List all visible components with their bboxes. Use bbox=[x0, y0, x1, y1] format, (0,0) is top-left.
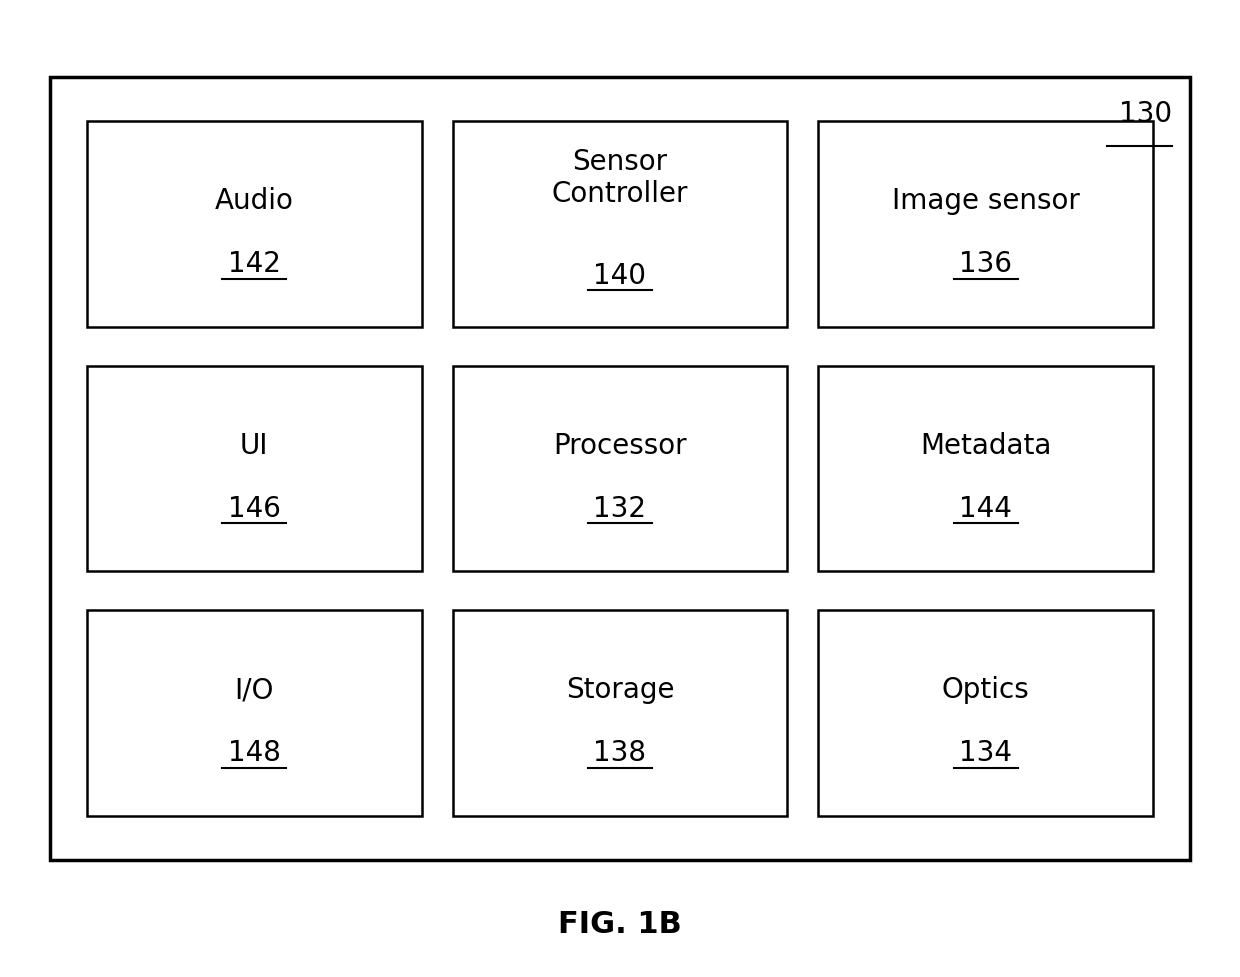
Text: 132: 132 bbox=[594, 494, 646, 523]
Text: FIG. 1B: FIG. 1B bbox=[558, 909, 682, 938]
FancyBboxPatch shape bbox=[87, 122, 422, 327]
FancyBboxPatch shape bbox=[818, 611, 1153, 816]
Text: 140: 140 bbox=[594, 262, 646, 290]
Text: I/O: I/O bbox=[234, 676, 274, 703]
FancyBboxPatch shape bbox=[453, 122, 787, 327]
Text: 142: 142 bbox=[228, 250, 280, 278]
Text: 136: 136 bbox=[960, 250, 1012, 278]
FancyBboxPatch shape bbox=[453, 366, 787, 572]
FancyBboxPatch shape bbox=[818, 122, 1153, 327]
Text: 144: 144 bbox=[960, 494, 1012, 523]
Text: 146: 146 bbox=[228, 494, 280, 523]
Text: 148: 148 bbox=[228, 739, 280, 767]
Text: 130: 130 bbox=[1118, 100, 1172, 128]
FancyBboxPatch shape bbox=[453, 611, 787, 816]
FancyBboxPatch shape bbox=[50, 78, 1190, 860]
Text: 134: 134 bbox=[960, 739, 1012, 767]
Text: Sensor
Controller: Sensor Controller bbox=[552, 148, 688, 208]
Text: UI: UI bbox=[241, 432, 268, 459]
Text: Optics: Optics bbox=[942, 676, 1029, 703]
Text: Audio: Audio bbox=[215, 188, 294, 215]
Text: 138: 138 bbox=[594, 739, 646, 767]
FancyBboxPatch shape bbox=[818, 366, 1153, 572]
Text: Image sensor: Image sensor bbox=[892, 188, 1080, 215]
Text: Metadata: Metadata bbox=[920, 432, 1052, 459]
Text: Processor: Processor bbox=[553, 432, 687, 459]
FancyBboxPatch shape bbox=[87, 366, 422, 572]
FancyBboxPatch shape bbox=[87, 611, 422, 816]
Text: Storage: Storage bbox=[565, 676, 675, 703]
